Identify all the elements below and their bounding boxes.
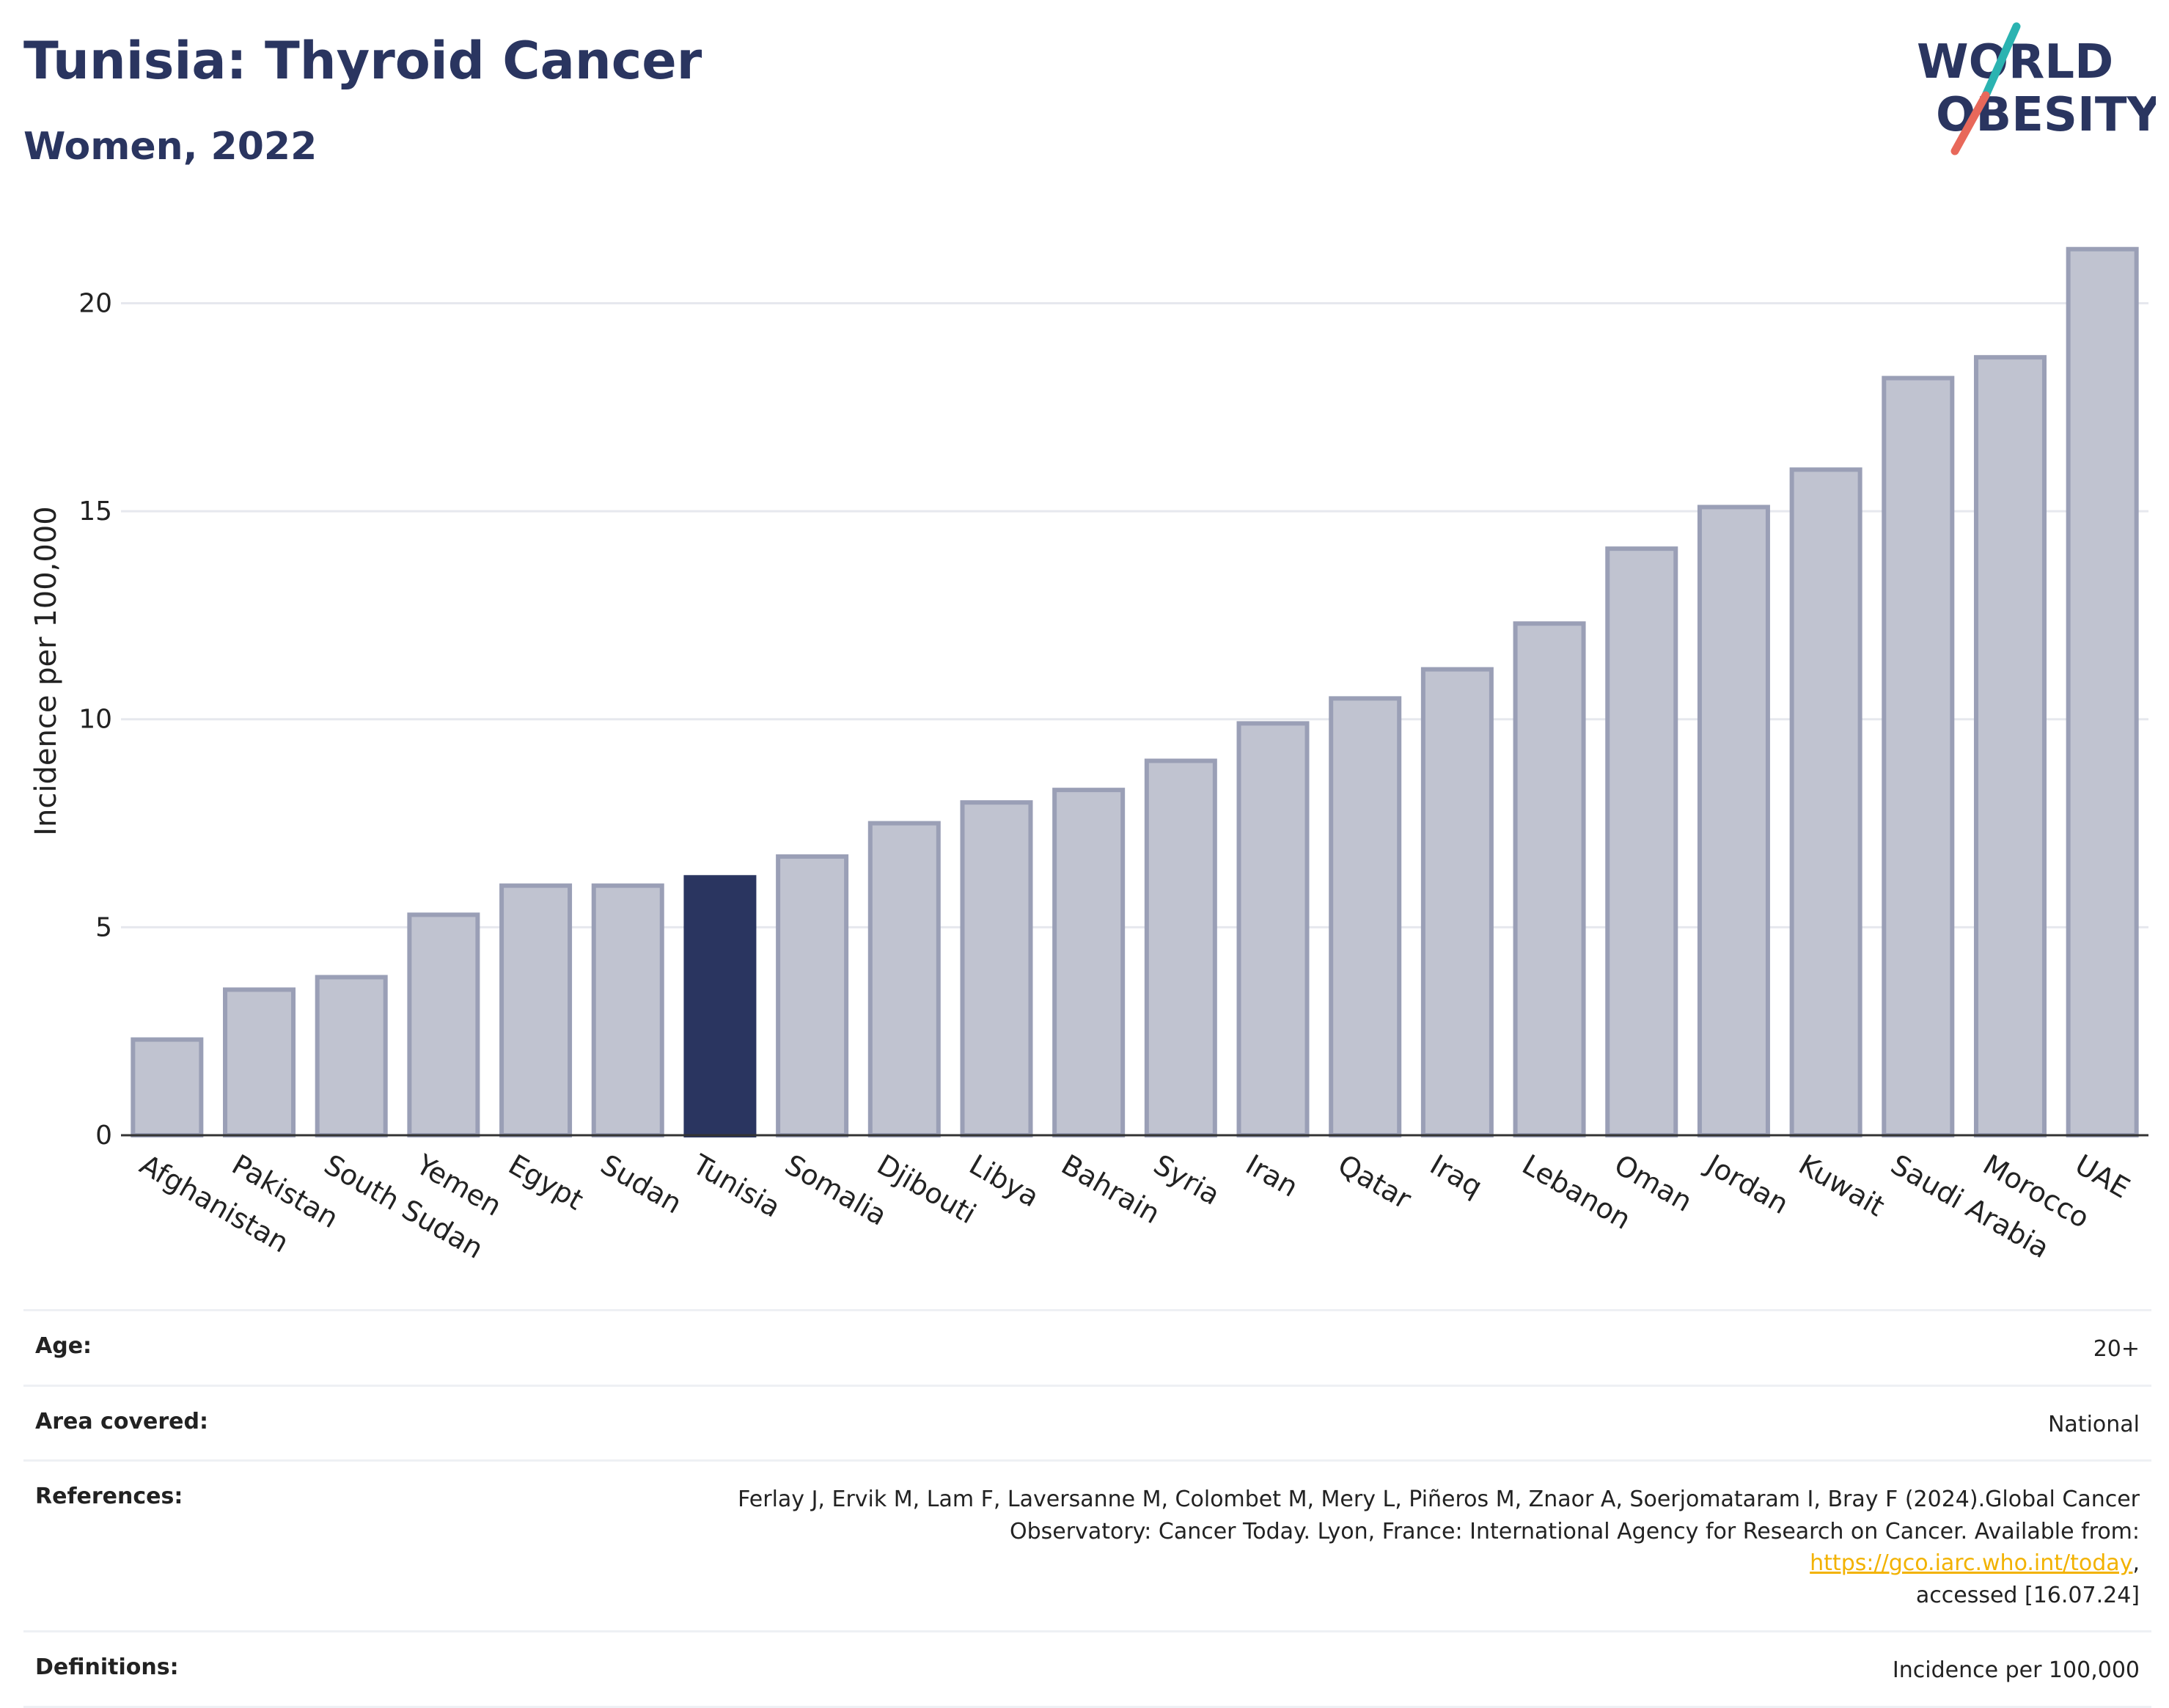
- references-value: Ferlay J, Ervik M, Lam F, Laversanne M, …: [673, 1484, 2140, 1611]
- age-label: Age:: [35, 1333, 92, 1359]
- bar-libya: [960, 800, 1033, 1137]
- bar-pakistan: [223, 987, 296, 1138]
- bar-uae: [2066, 246, 2139, 1137]
- bar-djibouti: [867, 821, 941, 1137]
- bar-afghanistan: [131, 1037, 204, 1137]
- bars: [121, 246, 2148, 1138]
- x-tick-label: South Sudan: [319, 1148, 489, 1265]
- x-tick-label: Djibouti: [872, 1148, 982, 1231]
- info-row-age: Age: 20+: [23, 1309, 2151, 1385]
- bar-lebanon: [1513, 621, 1586, 1137]
- bar-kuwait: [1789, 467, 1862, 1137]
- bar-bahrain: [1052, 788, 1126, 1138]
- definitions-label: Definitions:: [35, 1654, 179, 1680]
- x-tick-label: Somalia: [779, 1148, 892, 1232]
- bar-oman: [1605, 546, 1678, 1137]
- bar-somalia: [776, 854, 849, 1137]
- bar-qatar: [1329, 696, 1402, 1137]
- x-tick-label: Jordan: [1700, 1148, 1794, 1221]
- y-axis-ticks: 0 5 10 15 20: [78, 288, 112, 1151]
- x-tick-label: Saudi Arabia: [1885, 1148, 2055, 1265]
- bar-iraq: [1420, 667, 1494, 1137]
- age-value: 20+: [2093, 1336, 2140, 1362]
- x-tick-label: Tunisia: [687, 1148, 786, 1224]
- references-line-2-prefix: Observatory: Cancer Today. Lyon, France:…: [1009, 1518, 2140, 1544]
- references-line-3: accessed [16.07.24]: [1915, 1582, 2140, 1608]
- bar-south-sudan: [315, 975, 388, 1138]
- x-tick-label: Iraq: [1425, 1148, 1488, 1203]
- x-tick-label: Kuwait: [1794, 1148, 1890, 1223]
- area-value: National: [2047, 1411, 2140, 1437]
- x-tick-label: Sudan: [595, 1148, 688, 1220]
- y-tick-label: 10: [78, 705, 112, 735]
- x-tick-label: Qatar: [1332, 1148, 1417, 1216]
- logo-slash-bottom: [1950, 91, 1990, 155]
- bar-egypt: [499, 883, 573, 1137]
- chart-subtitle: Women, 2022: [23, 125, 318, 169]
- y-tick-label: 0: [95, 1121, 112, 1151]
- info-table: Age: 20+ Area covered: National Referenc…: [23, 1309, 2151, 1708]
- bar-syria: [1144, 758, 1217, 1138]
- x-tick-label: Iran: [1241, 1148, 1304, 1203]
- y-tick-label: 20: [78, 288, 112, 318]
- references-line-1: Ferlay J, Ervik M, Lam F, Laversanne M, …: [738, 1487, 2140, 1512]
- bar-morocco: [1973, 355, 2047, 1138]
- references-line-2-suffix: ,: [2132, 1550, 2140, 1576]
- y-axis-title: Incidence per 100,000: [29, 506, 63, 836]
- info-row-area: Area covered: National: [23, 1384, 2151, 1460]
- references-link[interactable]: https://gco.iarc.who.int/today: [1810, 1550, 2133, 1576]
- bar-iran: [1236, 721, 1310, 1137]
- x-tick-label: Bahrain: [1056, 1148, 1165, 1231]
- y-tick-label: 15: [78, 496, 112, 527]
- logo-line-1: WORLD: [1917, 35, 2113, 89]
- chart-title: Tunisia: Thyroid Cancer: [23, 31, 702, 91]
- bar-tunisia: [683, 875, 757, 1137]
- x-tick-label: Egypt: [503, 1148, 589, 1217]
- logo-slash-top: [1981, 22, 2021, 100]
- y-tick-label: 5: [95, 912, 112, 942]
- bar-saudi-arabia: [1882, 375, 1955, 1138]
- world-obesity-logo: WORLD OBESITY: [1917, 22, 2156, 155]
- bar-yemen: [407, 912, 480, 1137]
- info-row-definitions: Definitions: Incidence per 100,000: [23, 1630, 2151, 1708]
- x-tick-label: UAE: [2070, 1148, 2135, 1205]
- references-label: References:: [35, 1484, 183, 1509]
- definitions-value: Incidence per 100,000: [1892, 1657, 2140, 1683]
- info-row-references: References: Ferlay J, Ervik M, Lam F, La…: [23, 1459, 2151, 1630]
- area-label: Area covered:: [35, 1408, 208, 1434]
- bar-jordan: [1697, 505, 1770, 1137]
- bar-sudan: [591, 883, 664, 1137]
